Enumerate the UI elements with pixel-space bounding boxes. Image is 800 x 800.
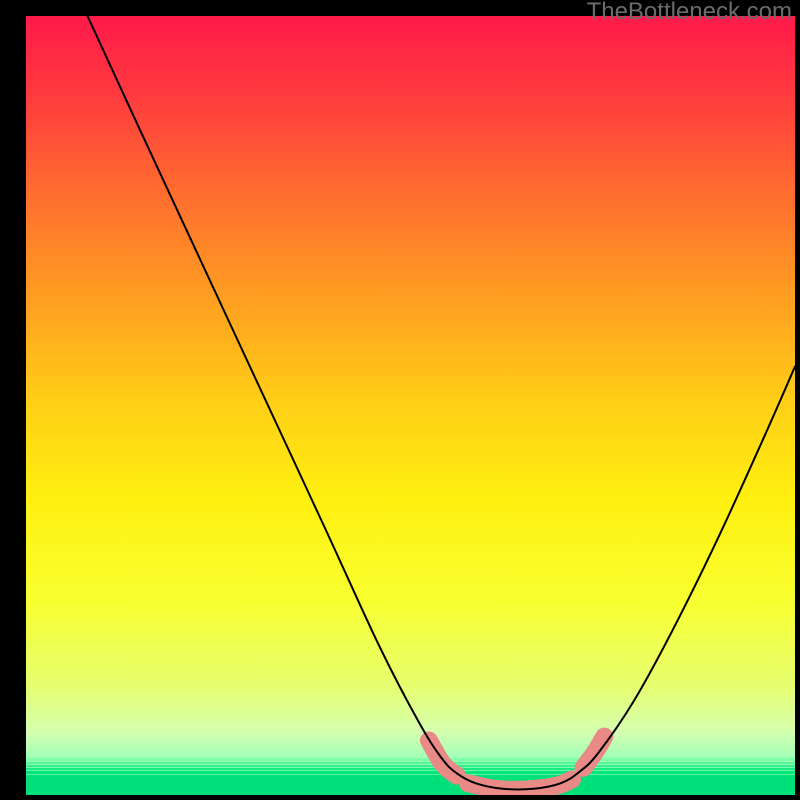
chart-frame [26,16,795,795]
chart-root: TheBottleneck.com [0,0,800,800]
watermark-text: TheBottleneck.com [587,0,792,26]
